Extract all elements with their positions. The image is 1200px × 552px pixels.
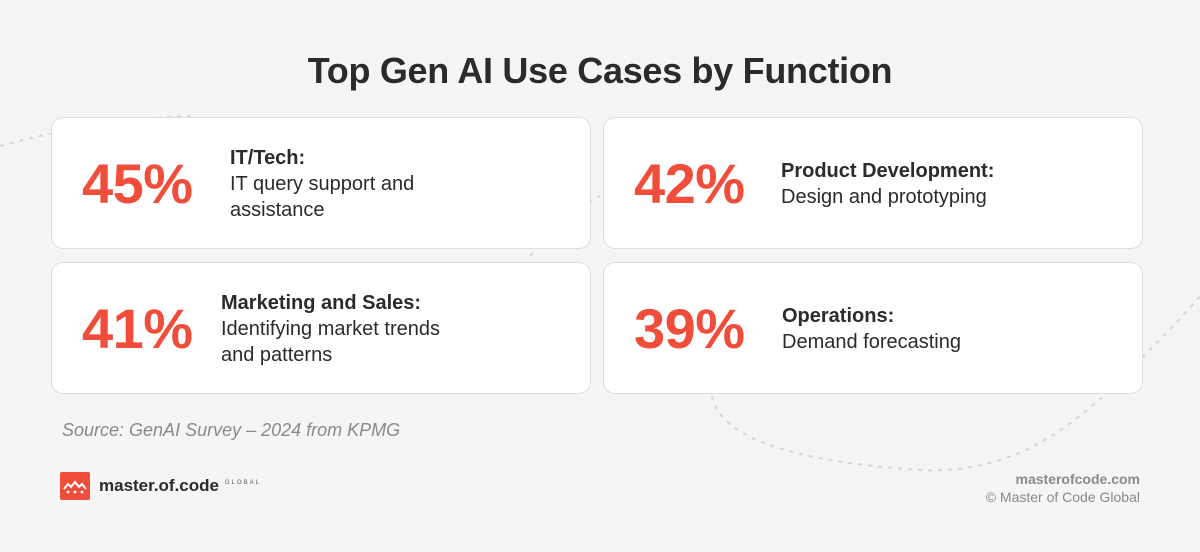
- stat-percent: 41%: [82, 297, 193, 360]
- stat-text-line: Identifying market trends: [221, 318, 440, 340]
- stat-description: Product Development: Design and prototyp…: [781, 118, 994, 250]
- stat-label: Operations:: [782, 305, 895, 327]
- brand-subtitle: GLOBAL: [225, 480, 262, 486]
- stat-text-line: Design and prototyping: [781, 186, 987, 208]
- page-title: Top Gen AI Use Cases by Function: [307, 50, 893, 91]
- stat-label: IT/Tech:: [230, 147, 306, 169]
- stat-text-line: and patterns: [221, 344, 333, 366]
- stat-percent: 39%: [634, 297, 745, 360]
- stat-text-line: IT query support and: [230, 173, 415, 195]
- stat-card-it-tech: 45% IT/Tech: IT query support and assist…: [51, 117, 591, 249]
- stat-card-product-development: 42% Product Development: Design and prot…: [603, 117, 1143, 249]
- source-note: Source: GenAI Survey – 2024 from KPMG: [62, 420, 401, 440]
- brand-logo-lockup: master.of.code GLOBAL: [60, 472, 261, 500]
- stat-text-line: assistance: [230, 199, 325, 221]
- stat-description: Marketing and Sales: Identifying market …: [221, 263, 440, 395]
- stat-text-line: Demand forecasting: [782, 331, 961, 353]
- footer-credits: masterofcode.com © Master of Code Global: [986, 470, 1140, 506]
- footer-copyright: © Master of Code Global: [985, 489, 1140, 505]
- stat-label: Marketing and Sales:: [221, 292, 422, 314]
- stat-percent: 45%: [82, 152, 193, 215]
- brand-name: master.of.code: [99, 476, 219, 495]
- stat-label: Product Development:: [781, 160, 995, 182]
- stat-card-operations: 39% Operations: Demand forecasting: [603, 262, 1143, 394]
- brand-logo-icon: [60, 472, 90, 500]
- stat-description: IT/Tech: IT query support and assistance: [230, 118, 414, 250]
- stat-description: Operations: Demand forecasting: [782, 263, 961, 395]
- footer-site: masterofcode.com: [1015, 471, 1140, 487]
- stat-card-marketing-sales: 41% Marketing and Sales: Identifying mar…: [51, 262, 591, 394]
- stat-percent: 42%: [634, 152, 745, 215]
